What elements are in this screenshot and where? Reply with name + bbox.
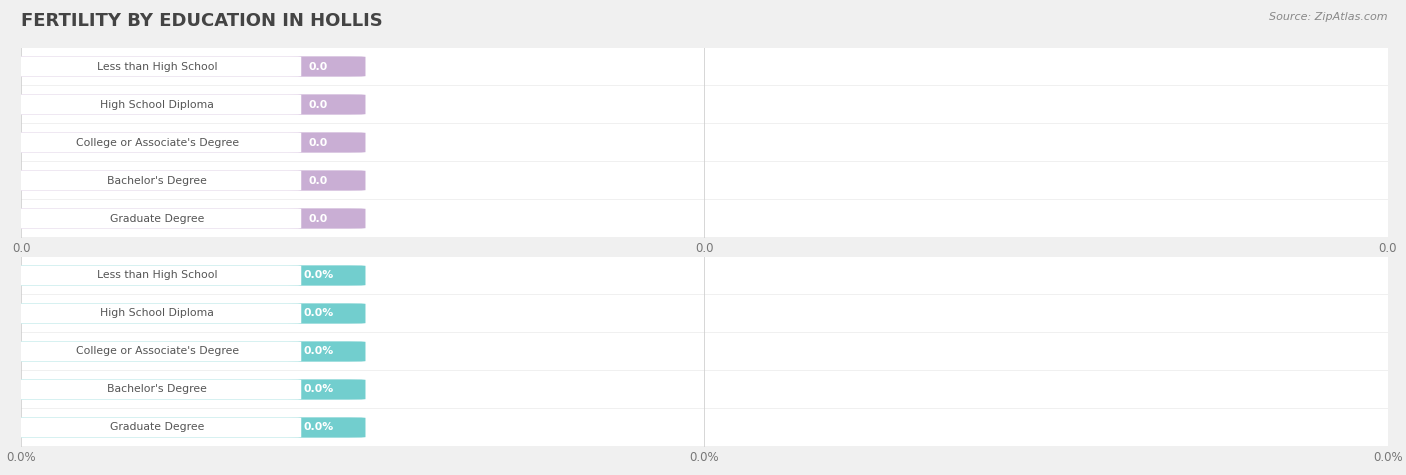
Bar [21, 200, 1388, 237]
Text: 0.0%: 0.0% [304, 346, 333, 357]
Text: 0.0%: 0.0% [304, 384, 333, 395]
Text: College or Associate's Degree: College or Associate's Degree [76, 346, 239, 357]
Text: High School Diploma: High School Diploma [100, 308, 214, 319]
Text: Bachelor's Degree: Bachelor's Degree [107, 175, 207, 186]
Text: Less than High School: Less than High School [97, 270, 218, 281]
FancyBboxPatch shape [10, 266, 366, 285]
FancyBboxPatch shape [10, 209, 366, 228]
FancyBboxPatch shape [13, 304, 301, 323]
FancyBboxPatch shape [13, 133, 301, 152]
FancyBboxPatch shape [13, 209, 301, 228]
Bar [21, 48, 1388, 85]
FancyBboxPatch shape [13, 380, 301, 399]
Bar [21, 295, 1388, 332]
FancyBboxPatch shape [10, 418, 366, 437]
FancyBboxPatch shape [13, 95, 301, 114]
Bar [21, 409, 1388, 446]
Text: Bachelor's Degree: Bachelor's Degree [107, 384, 207, 395]
Bar [21, 257, 1388, 294]
Text: Source: ZipAtlas.com: Source: ZipAtlas.com [1270, 12, 1388, 22]
FancyBboxPatch shape [10, 380, 366, 399]
Text: 0.0%: 0.0% [304, 308, 333, 319]
Text: 0.0: 0.0 [309, 175, 328, 186]
Text: 0.0: 0.0 [309, 137, 328, 148]
Bar [21, 124, 1388, 161]
FancyBboxPatch shape [10, 95, 366, 114]
Text: College or Associate's Degree: College or Associate's Degree [76, 137, 239, 148]
FancyBboxPatch shape [10, 57, 366, 76]
Text: High School Diploma: High School Diploma [100, 99, 214, 110]
Text: 0.0: 0.0 [309, 213, 328, 224]
Bar [21, 371, 1388, 408]
Text: 0.0%: 0.0% [304, 422, 333, 433]
Bar [21, 86, 1388, 123]
FancyBboxPatch shape [13, 266, 301, 285]
Text: Graduate Degree: Graduate Degree [110, 213, 204, 224]
Bar [21, 162, 1388, 199]
FancyBboxPatch shape [10, 342, 366, 361]
FancyBboxPatch shape [10, 304, 366, 323]
FancyBboxPatch shape [13, 57, 301, 76]
Bar [21, 333, 1388, 370]
FancyBboxPatch shape [10, 133, 366, 152]
Text: FERTILITY BY EDUCATION IN HOLLIS: FERTILITY BY EDUCATION IN HOLLIS [21, 12, 382, 30]
Text: Less than High School: Less than High School [97, 61, 218, 72]
Text: Graduate Degree: Graduate Degree [110, 422, 204, 433]
FancyBboxPatch shape [13, 342, 301, 361]
Text: 0.0: 0.0 [309, 61, 328, 72]
FancyBboxPatch shape [10, 171, 366, 190]
FancyBboxPatch shape [13, 171, 301, 190]
FancyBboxPatch shape [13, 418, 301, 437]
Text: 0.0: 0.0 [309, 99, 328, 110]
Text: 0.0%: 0.0% [304, 270, 333, 281]
